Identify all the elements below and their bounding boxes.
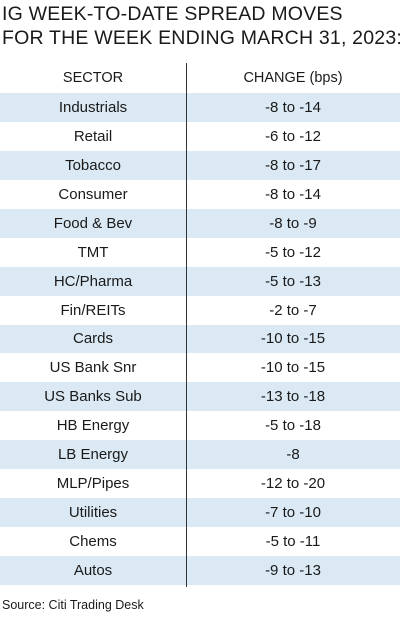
table-row: Retail -6 to -12	[0, 122, 400, 151]
table-row: HC/Pharma -5 to -13	[0, 266, 400, 296]
change-cell: -5 to -11	[265, 533, 321, 551]
change-cell: -5 to -12	[265, 243, 321, 261]
source-note: Source: Citi Trading Desk	[2, 598, 144, 612]
sector-cell: HB Energy	[56, 417, 130, 435]
sector-cell: Food & Bev	[53, 214, 133, 232]
change-cell: -2 to -7	[269, 301, 317, 319]
title-line-2: FOR THE WEEK ENDING MARCH 31, 2023:	[2, 27, 400, 49]
table-row: LB Energy -8	[0, 440, 400, 470]
sector-column-header: SECTOR	[62, 70, 124, 86]
change-cell: -5 to -13	[265, 272, 321, 290]
sector-cell: HC/Pharma	[53, 272, 133, 290]
sector-cell: Autos	[73, 561, 113, 579]
sector-cell: LB Energy	[57, 446, 129, 464]
change-cell: -6 to -12	[265, 127, 321, 145]
table-row: Utilities -7 to -10	[0, 498, 400, 528]
change-cell: -8 to -17	[265, 156, 321, 174]
page-title: IG WEEK-TO-DATE SPREAD MOVES FOR THE WEE…	[2, 2, 400, 50]
sector-cell: US Bank Snr	[49, 359, 137, 377]
change-cell: -8 to -14	[265, 185, 321, 203]
sector-cell: Chems	[69, 533, 117, 551]
sector-cell: MLP/Pipes	[56, 475, 130, 493]
table-row: Cards -10 to -15	[0, 324, 400, 354]
sector-cell: TMT	[77, 243, 109, 261]
change-cell: -5 to -18	[265, 417, 321, 435]
table-row: HB Energy -5 to -18	[0, 411, 400, 440]
table-row: Tobacco -8 to -17	[0, 150, 400, 180]
table-row: MLP/Pipes -12 to -20	[0, 469, 400, 498]
sector-cell: Utilities	[68, 504, 118, 522]
sector-cell: Retail	[73, 127, 113, 145]
table-row: Industrials -8 to -14	[0, 93, 400, 122]
table-row: Chems -5 to -11	[0, 527, 400, 556]
change-cell: -9 to -13	[265, 561, 321, 579]
sector-cell: Cards	[72, 330, 113, 348]
table-row: US Bank Snr -10 to -15	[0, 353, 400, 382]
sector-cell: Consumer	[58, 185, 128, 203]
change-cell: -10 to -15	[260, 330, 326, 348]
sector-cell: Tobacco	[65, 156, 121, 174]
table-row: Consumer -8 to -14	[0, 180, 400, 209]
column-divider	[186, 63, 187, 587]
table-row: TMT -5 to -12	[0, 238, 400, 267]
change-cell: -8 to -14	[265, 98, 321, 116]
table-row: Food & Bev -8 to -9	[0, 208, 400, 238]
change-cell: -13 to -18	[260, 388, 326, 406]
table-row: Fin/REITs -2 to -7	[0, 296, 400, 325]
change-column-header: CHANGE (bps)	[243, 70, 343, 86]
change-cell: -10 to -15	[260, 359, 326, 377]
sector-cell: US Banks Sub	[44, 388, 142, 406]
change-cell: -7 to -10	[265, 504, 321, 522]
spread-moves-table: SECTOR CHANGE (bps) Industrials -8 to -1…	[0, 63, 400, 587]
change-cell: -12 to -20	[260, 475, 326, 493]
table-row: US Banks Sub -13 to -18	[0, 382, 400, 412]
change-cell: -8 to -9	[269, 214, 317, 232]
sector-cell: Industrials	[58, 98, 128, 116]
sector-cell: Fin/REITs	[60, 301, 126, 319]
table-header-row: SECTOR CHANGE (bps)	[0, 63, 400, 93]
title-line-1: IG WEEK-TO-DATE SPREAD MOVES	[2, 3, 343, 25]
change-cell: -8	[286, 446, 300, 464]
table-row: Autos -9 to -13	[0, 556, 400, 585]
